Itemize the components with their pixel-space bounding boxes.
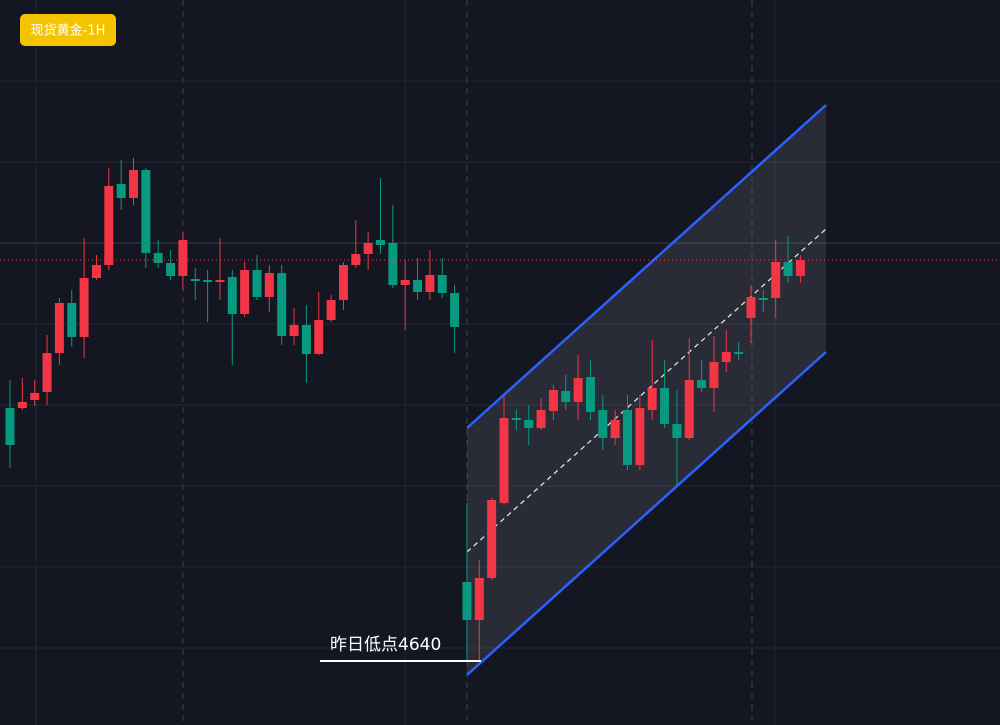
candle-body: [499, 418, 509, 503]
candle-body: [388, 243, 398, 285]
candle-body: [400, 280, 410, 285]
candle-body: [240, 270, 250, 314]
candle-body: [610, 420, 620, 438]
candle-body: [314, 320, 324, 354]
candle-body: [709, 362, 719, 388]
candle-body: [277, 273, 287, 336]
candle-body: [264, 273, 274, 297]
candle-body: [203, 280, 213, 282]
candle-body: [462, 582, 472, 620]
candle-body: [635, 408, 645, 465]
candle-body: [17, 402, 27, 408]
candle-body: [42, 353, 52, 392]
candle-body: [548, 390, 558, 411]
candle-body: [363, 243, 373, 254]
candle-body: [301, 325, 311, 354]
candle-body: [338, 265, 348, 300]
channel-fill: [467, 105, 826, 675]
candle-body: [227, 277, 237, 314]
candle-body: [697, 380, 707, 388]
candle-body: [511, 418, 521, 420]
candle-body: [450, 293, 460, 327]
candle-body: [425, 275, 435, 292]
candle-body: [116, 184, 126, 198]
candle-body: [79, 278, 89, 337]
candle-body: [190, 279, 200, 281]
candle-body: [351, 254, 361, 265]
candle-body: [795, 260, 805, 276]
candle-body: [104, 186, 114, 265]
candle-body: [487, 500, 497, 578]
candle-body: [178, 240, 188, 276]
candle-body: [524, 420, 534, 428]
candle-body: [721, 352, 731, 362]
candle-body: [437, 275, 447, 293]
candle-body: [289, 325, 299, 336]
candle-body: [5, 408, 15, 445]
title-badge: [20, 14, 116, 46]
candle-body: [129, 170, 138, 198]
candle-body: [536, 410, 546, 428]
channel-upper: [466, 104, 827, 429]
candle-body: [30, 393, 40, 400]
channel-lower: [466, 351, 827, 676]
candle-body: [326, 300, 336, 320]
candle-body: [684, 380, 694, 438]
candle-body: [413, 280, 423, 292]
candle-body: [758, 298, 768, 300]
candle-body: [771, 262, 781, 298]
candle-body: [573, 378, 583, 402]
candle-body: [252, 270, 262, 297]
candle-body: [734, 352, 744, 354]
candle-body: [783, 262, 793, 276]
candle-body: [215, 280, 225, 282]
candle-body: [598, 410, 608, 438]
candle-body: [746, 297, 756, 318]
candle-body: [647, 388, 657, 410]
candle-body: [166, 263, 176, 276]
candle-body: [67, 303, 77, 337]
candle-body: [153, 253, 163, 263]
annotation: 昨日低点4640: [330, 635, 441, 655]
candle-body: [585, 377, 595, 412]
candle-body: [141, 170, 151, 253]
candles: [5, 158, 805, 662]
candle-body: [474, 578, 484, 620]
candle-body: [561, 391, 571, 402]
candle-body: [660, 388, 670, 424]
candle-body: [54, 303, 64, 353]
candle-body: [623, 410, 632, 465]
chart-title: 现货黄金-1H: [31, 23, 106, 39]
candle-body: [672, 424, 682, 438]
candle-body: [376, 240, 385, 245]
candle-body: [91, 265, 101, 278]
